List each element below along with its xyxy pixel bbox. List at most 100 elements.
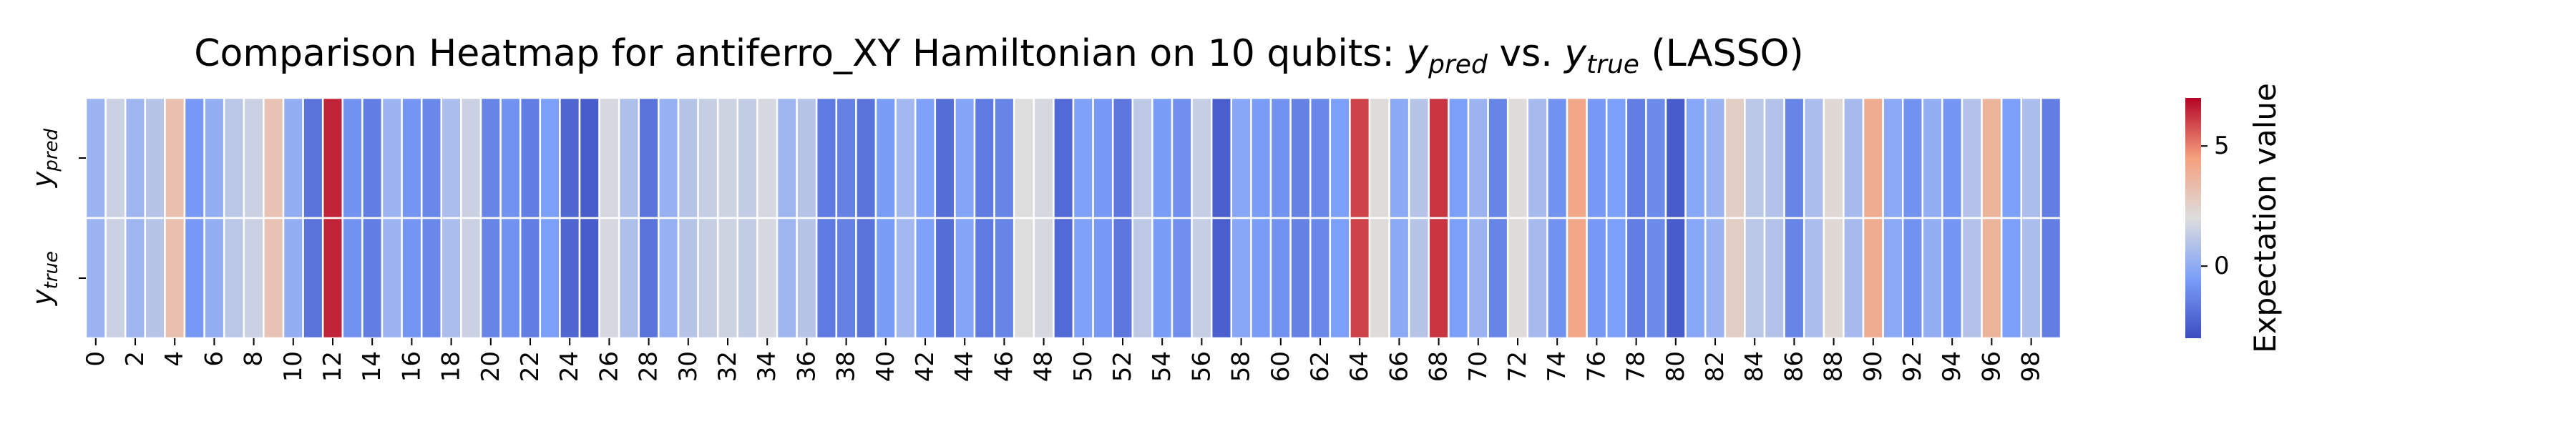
x-tick-label: 56 bbox=[1187, 351, 1216, 382]
heatmap-cell bbox=[341, 97, 364, 220]
x-tick-label: 80 bbox=[1662, 351, 1690, 382]
heatmap-cell bbox=[1566, 97, 1588, 220]
x-tick-label: 60 bbox=[1267, 351, 1295, 382]
x-tick-label: 74 bbox=[1543, 351, 1571, 382]
heatmap-cell bbox=[1744, 217, 1766, 340]
heatmap-cell bbox=[1546, 97, 1568, 220]
heatmap-cell bbox=[1684, 97, 1707, 220]
heatmap-cell bbox=[1033, 97, 1055, 220]
heatmap-cell bbox=[183, 97, 205, 220]
heatmap-cell bbox=[1802, 217, 1825, 340]
x-tick-label: 0 bbox=[82, 351, 110, 367]
x-tick-label: 20 bbox=[477, 351, 505, 382]
x-tick-label: 66 bbox=[1385, 351, 1413, 382]
heatmap-cell bbox=[973, 217, 995, 340]
heatmap-cell bbox=[736, 217, 758, 340]
heatmap-cell bbox=[420, 217, 443, 340]
x-tick-label: 2 bbox=[121, 351, 150, 367]
heatmap-cell bbox=[499, 97, 522, 220]
heatmap-cell bbox=[223, 217, 245, 340]
heatmap-cell bbox=[1901, 97, 1924, 220]
heatmap-cell bbox=[164, 217, 186, 340]
heatmap-cell bbox=[835, 97, 857, 220]
heatmap-cell bbox=[1013, 97, 1035, 220]
heatmap-cell bbox=[144, 97, 166, 220]
x-tick-label: 62 bbox=[1306, 351, 1335, 382]
heatmap-cell bbox=[1131, 217, 1153, 340]
heatmap-cell bbox=[1862, 97, 1884, 220]
heatmap-cell bbox=[243, 97, 265, 220]
x-tick-label: 76 bbox=[1582, 351, 1611, 382]
heatmap-cell bbox=[1645, 97, 1667, 220]
x-tick-label: 10 bbox=[279, 351, 308, 382]
heatmap-cell bbox=[1744, 97, 1766, 220]
heatmap-cell bbox=[1329, 97, 1351, 220]
heatmap-cell bbox=[638, 97, 660, 220]
heatmap-cell bbox=[1250, 97, 1272, 220]
heatmap-cell bbox=[1802, 97, 1825, 220]
heatmap-cell bbox=[1704, 97, 1727, 220]
heatmap-cell bbox=[1506, 217, 1529, 340]
heatmap-cell bbox=[736, 97, 758, 220]
heatmap-cell bbox=[263, 217, 285, 340]
colorbar-ticks: 05 bbox=[2201, 132, 2230, 280]
heatmap-cell bbox=[815, 217, 838, 340]
x-tick-label: 30 bbox=[674, 351, 703, 382]
heatmap-cell bbox=[1921, 217, 1943, 340]
heatmap-cell bbox=[1823, 217, 1845, 340]
heatmap-cell bbox=[499, 217, 522, 340]
heatmap-cell bbox=[1309, 217, 1332, 340]
heatmap-cell bbox=[1368, 217, 1390, 340]
heatmap-cell bbox=[1407, 97, 1430, 220]
x-tick-label: 86 bbox=[1780, 351, 1808, 382]
heatmap-cell bbox=[1013, 217, 1035, 340]
x-tick-label: 92 bbox=[1898, 351, 1927, 382]
heatmap-cell bbox=[1882, 97, 1904, 220]
heatmap-cell bbox=[1961, 97, 1983, 220]
heatmap-cell bbox=[2020, 217, 2042, 340]
heatmap-cell bbox=[578, 217, 600, 340]
heatmap-cell bbox=[1684, 217, 1707, 340]
x-tick-label: 68 bbox=[1425, 351, 1453, 382]
heatmap-cell bbox=[874, 217, 897, 340]
x-tick-label: 14 bbox=[358, 351, 386, 382]
x-tick-label: 52 bbox=[1108, 351, 1137, 382]
heatmap-cell bbox=[1033, 217, 1055, 340]
heatmap-cell bbox=[1191, 97, 1213, 220]
heatmap-cell bbox=[1783, 97, 1805, 220]
heatmap-cell bbox=[618, 97, 640, 220]
heatmap-cell bbox=[697, 217, 719, 340]
heatmap-cell bbox=[677, 217, 699, 340]
heatmap-cell bbox=[894, 97, 917, 220]
heatmap-cell bbox=[539, 97, 561, 220]
heatmap-cell bbox=[1882, 217, 1904, 340]
heatmap-cell bbox=[1625, 97, 1647, 220]
colorbar-tick-label: 0 bbox=[2214, 252, 2230, 280]
heatmap-cell bbox=[1625, 217, 1647, 340]
x-tick-label: 78 bbox=[1622, 351, 1651, 382]
heatmap-cell bbox=[1210, 97, 1233, 220]
heatmap-cell bbox=[796, 217, 818, 340]
heatmap-cell bbox=[282, 97, 304, 220]
heatmap-cell bbox=[1269, 97, 1292, 220]
heatmap-cell bbox=[203, 97, 225, 220]
heatmap-cell bbox=[894, 217, 917, 340]
heatmap-cell bbox=[1981, 217, 2003, 340]
heatmap-cell bbox=[84, 217, 107, 340]
x-tick-label: 32 bbox=[713, 351, 742, 382]
x-tick-label: 64 bbox=[1345, 351, 1374, 382]
heatmap-cell bbox=[1467, 97, 1489, 220]
colorbar-label: Expectation value bbox=[2248, 83, 2283, 353]
heatmap-cell bbox=[321, 97, 344, 220]
heatmap-cell bbox=[559, 97, 581, 220]
x-tick-label: 72 bbox=[1503, 351, 1532, 382]
heatmap-cell bbox=[1843, 97, 1865, 220]
heatmap-cell bbox=[934, 217, 956, 340]
heatmap-cell bbox=[183, 217, 205, 340]
heatmap-cell bbox=[1171, 97, 1193, 220]
heatmap-cell bbox=[1921, 97, 1943, 220]
heatmap-cell bbox=[1961, 217, 1983, 340]
heatmap-cell bbox=[420, 97, 443, 220]
